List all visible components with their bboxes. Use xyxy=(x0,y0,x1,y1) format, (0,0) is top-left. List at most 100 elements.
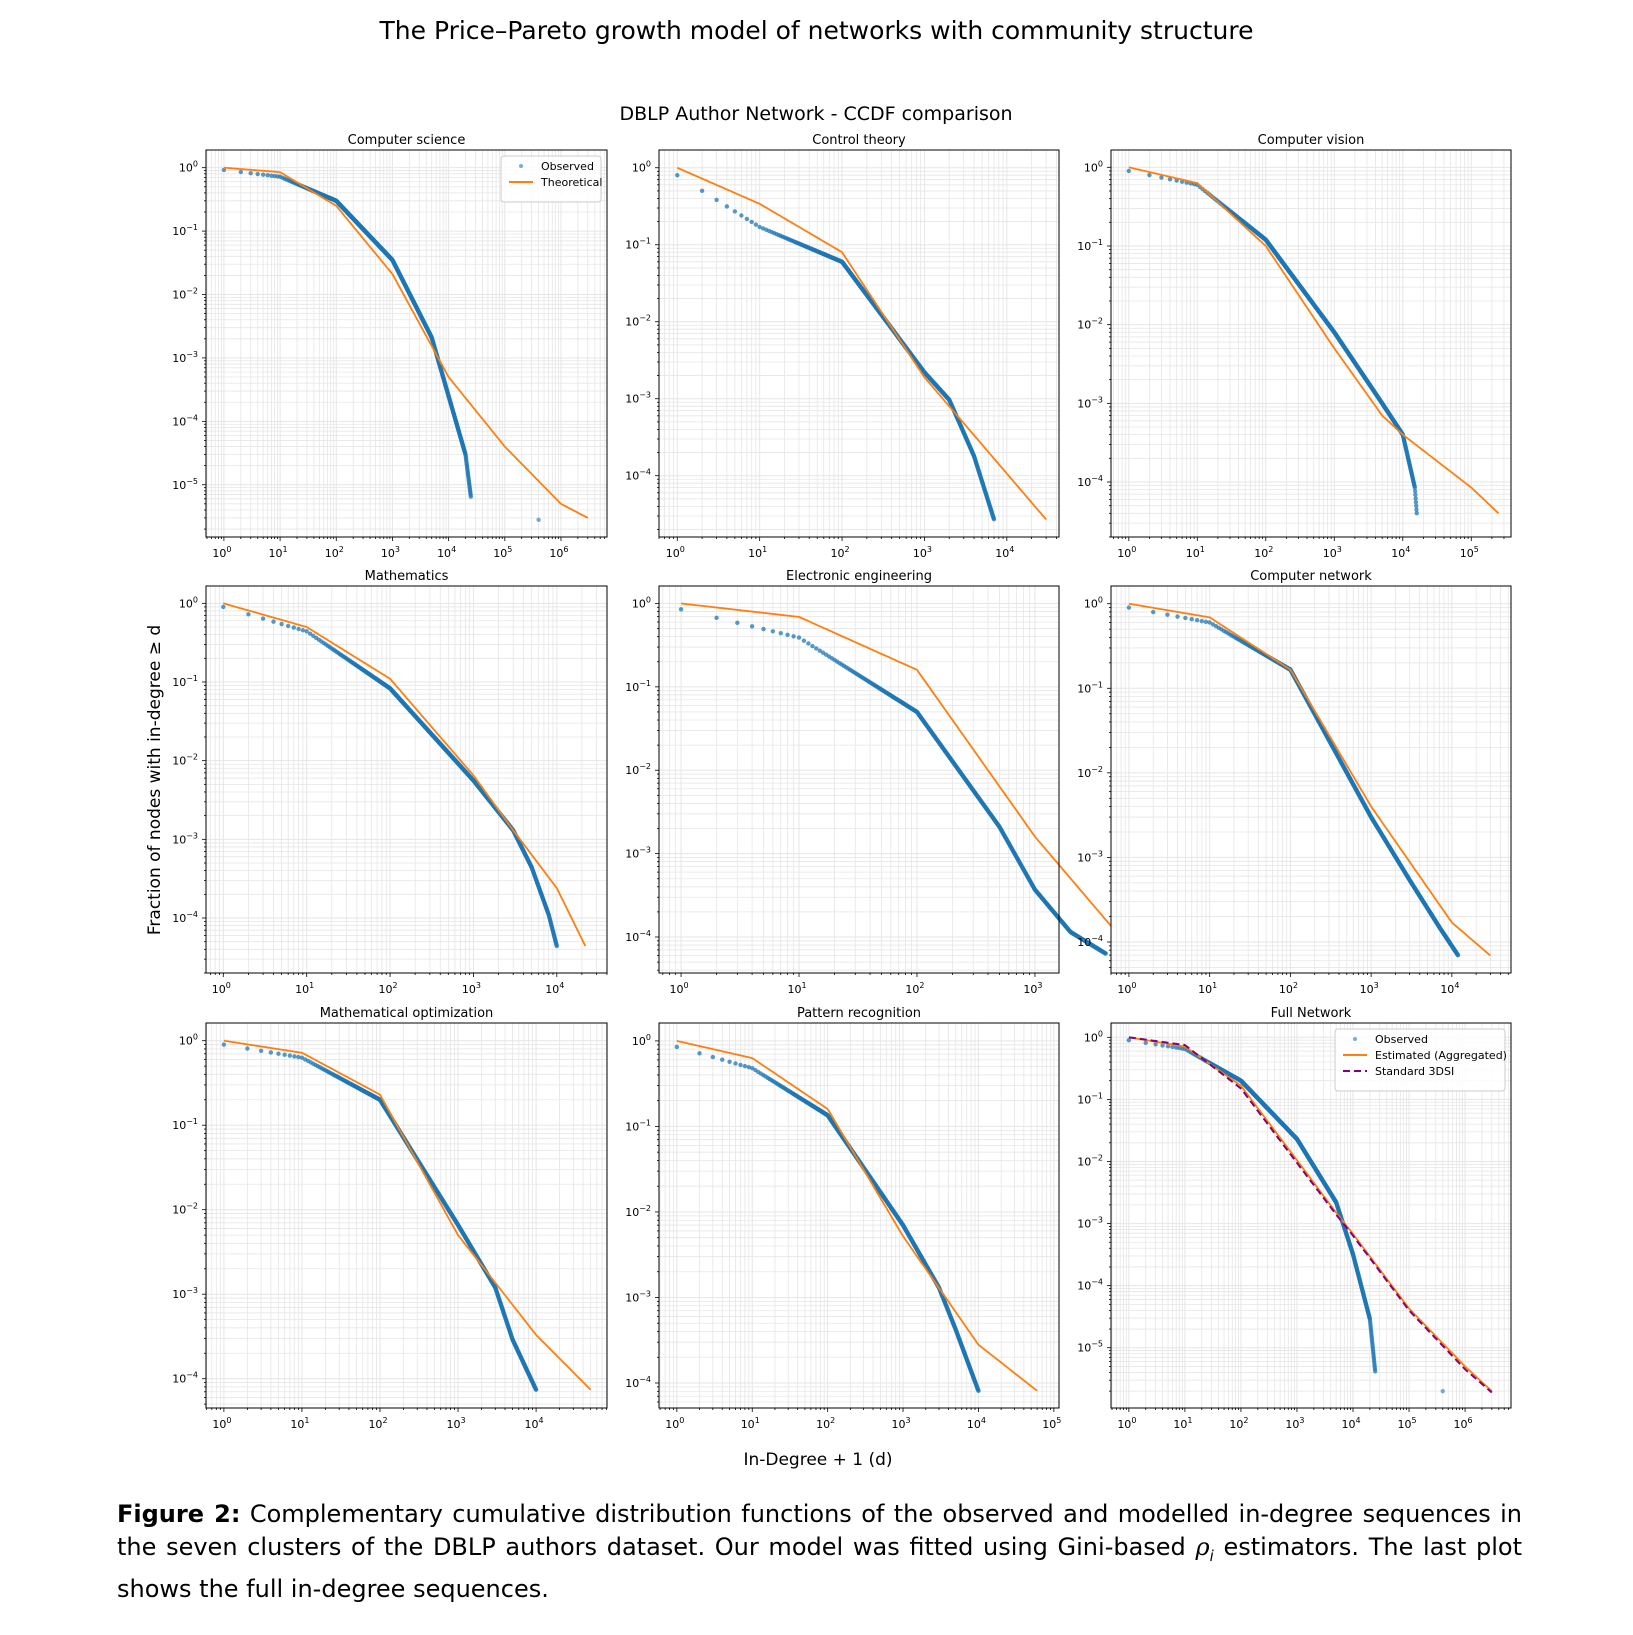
x-tick-label: 105 xyxy=(1460,545,1479,560)
observed-point xyxy=(735,620,740,626)
axes-frame xyxy=(205,149,608,538)
observed-point xyxy=(221,167,227,173)
x-tick-label: 101 xyxy=(748,545,767,560)
x-tick-label: 100 xyxy=(1117,981,1136,996)
observed-point xyxy=(260,172,266,177)
x-tick-label: 103 xyxy=(381,545,400,560)
subplot-title: Computer science xyxy=(348,133,466,148)
observed-point xyxy=(770,629,776,634)
subplot-mathematics: 100 101 102 103 104 100 10−1 10−2 10−3 10−4 Mathem… xyxy=(172,569,608,996)
x-tick-label: 101 xyxy=(787,981,806,996)
observed-point xyxy=(221,604,226,610)
y-tick-label: 10−2 xyxy=(172,287,198,302)
subplot-computer-science: 100 101 102 103 104 105 106 100 10−1 10−2 10−3 10−4… xyxy=(172,133,608,560)
observed-point xyxy=(1455,953,1461,958)
observed-point xyxy=(991,517,997,522)
observed-point xyxy=(279,621,284,627)
y-tick-label: 100 xyxy=(179,595,198,610)
y-tick-label: 10−4 xyxy=(172,413,198,428)
subplot-title: Computer network xyxy=(1250,569,1372,584)
subplot-computer-vision: 100 101 102 103 104 105 100 10−1 10−2 10−3 10−4 Com… xyxy=(1077,133,1512,560)
figure-suptitle: DBLP Author Network - CCDF comparison xyxy=(619,103,1012,125)
x-tick-label: 100 xyxy=(212,545,231,560)
observed-point xyxy=(801,638,807,643)
x-tick-label: 104 xyxy=(545,981,564,996)
observed-point xyxy=(796,635,802,640)
x-tick-label: 103 xyxy=(462,981,481,996)
subplot-computer-network: 100 101 102 103 104 100 10−1 10−2 10−3 10−4 Comput… xyxy=(1077,569,1512,996)
x-tick-label: 106 xyxy=(549,545,568,560)
y-tick-label: 10−4 xyxy=(1077,934,1103,949)
observed-point xyxy=(1126,605,1132,610)
y-tick-label: 10−4 xyxy=(625,468,651,483)
legend-observed-marker xyxy=(519,164,523,168)
subplot-title: Computer vision xyxy=(1258,133,1365,148)
observed-point xyxy=(699,188,705,193)
observed-point xyxy=(714,197,719,203)
observed-point xyxy=(761,626,766,632)
x-tick-label: 103 xyxy=(1360,981,1379,996)
observed-point xyxy=(714,615,719,621)
x-tick-label: 102 xyxy=(325,545,344,560)
y-tick-label: 100 xyxy=(179,160,198,175)
y-tick-label: 10−3 xyxy=(1077,849,1103,864)
subplot-title: Electronic engineering xyxy=(786,569,932,584)
y-tick-label: 10−4 xyxy=(1077,474,1103,489)
subplot-title: Control theory xyxy=(812,133,906,148)
x-tick-label: 101 xyxy=(295,981,314,996)
x-tick-label: 101 xyxy=(1186,545,1205,560)
y-tick-label: 100 xyxy=(632,160,651,175)
observed-point xyxy=(1126,168,1131,174)
y-tick-label: 100 xyxy=(1084,596,1103,611)
theoretical-line xyxy=(223,166,589,519)
observed-point xyxy=(468,494,474,499)
observed-point xyxy=(753,222,759,227)
legend: Observed Theoretical xyxy=(500,155,602,203)
theoretical-line xyxy=(676,166,1047,521)
plot-area xyxy=(1111,586,1511,973)
y-tick-label: 100 xyxy=(1084,159,1103,174)
y-tick-label: 10−1 xyxy=(1077,238,1103,253)
y-tick-label: 100 xyxy=(632,595,651,610)
x-tick-label: 103 xyxy=(1023,981,1042,996)
observed-point xyxy=(749,219,754,225)
x-tick-label: 100 xyxy=(670,981,689,996)
subplot-mathematical-optimization: 100 101 102 103 10410010−110−210−310−4Mathem… xyxy=(172,1006,608,1431)
y-tick-label: 10−3 xyxy=(625,846,651,861)
observed-point xyxy=(248,170,253,176)
plot-area xyxy=(206,1023,607,1408)
y-tick-label: 10−1 xyxy=(172,223,198,238)
observed-point xyxy=(255,171,260,177)
observed-point xyxy=(260,616,266,621)
x-tick-label: 104 xyxy=(1440,981,1459,996)
observed-point xyxy=(778,630,783,636)
x-tick-label: 104 xyxy=(437,545,456,560)
observed-point xyxy=(810,643,815,649)
observed-point xyxy=(1165,612,1170,617)
observed-point xyxy=(724,204,730,209)
observed-point xyxy=(678,607,684,612)
observed-point xyxy=(749,624,755,629)
observed-point xyxy=(536,517,541,523)
observed-point xyxy=(785,632,790,638)
legend-entry: Theoretical xyxy=(540,176,602,189)
x-axis-label: In-Degree + 1 (d) xyxy=(743,1450,892,1470)
x-tick-label: 103 xyxy=(913,545,932,560)
y-tick-label: 10−4 xyxy=(625,929,651,944)
observed-point xyxy=(791,634,796,639)
observed-point xyxy=(554,943,560,949)
subplot-title: Mathematics xyxy=(365,569,449,584)
observed-point xyxy=(1147,172,1152,178)
y-tick-label: 10−2 xyxy=(1077,765,1103,780)
observed-point xyxy=(296,626,301,632)
observed-point xyxy=(1189,616,1194,622)
observed-point xyxy=(744,216,750,222)
observed-point xyxy=(265,173,270,178)
observed-point xyxy=(1199,618,1205,624)
y-tick-label: 10−3 xyxy=(625,391,651,406)
observed-point xyxy=(300,628,306,633)
observed-point xyxy=(269,173,274,178)
subplot-electronic-engineering: 100 101 102 103 100 10−1 10−2 10−3 10−4 Electroni… xyxy=(625,569,1136,996)
observed-point xyxy=(246,612,251,617)
legend-entry: Observed xyxy=(541,160,594,173)
